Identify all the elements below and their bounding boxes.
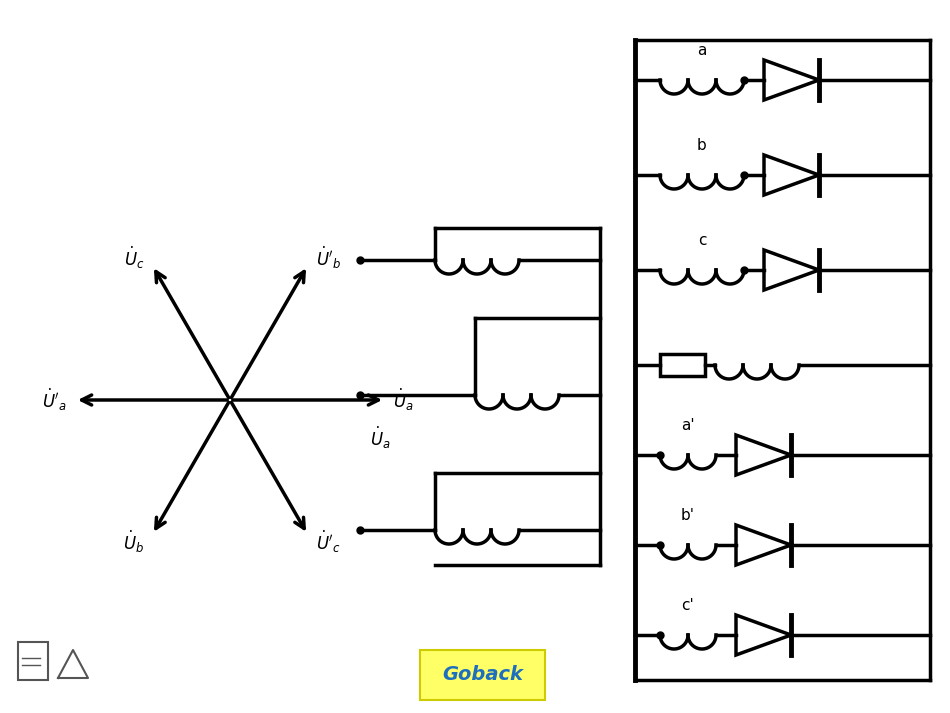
Text: b: b: [697, 138, 707, 153]
Text: a: a: [697, 43, 707, 58]
Text: c: c: [697, 233, 706, 248]
Text: $\dot{U}_a$: $\dot{U}_a$: [370, 425, 390, 451]
Bar: [18, 642, 48, 680]
Bar: [420, 650, 545, 700]
Text: b': b': [681, 508, 695, 523]
Text: a': a': [681, 418, 694, 433]
Text: c': c': [682, 598, 694, 613]
Text: $\dot{U}'_c$: $\dot{U}'_c$: [315, 529, 340, 555]
Text: $\dot{U}'_a$: $\dot{U}'_a$: [43, 387, 67, 413]
Text: $\dot{U}_a$: $\dot{U}_a$: [393, 387, 413, 413]
Text: $\dot{U}'_b$: $\dot{U}'_b$: [315, 245, 340, 271]
Text: $\dot{U}_c$: $\dot{U}_c$: [124, 245, 144, 271]
Text: $\dot{U}_b$: $\dot{U}_b$: [124, 529, 144, 555]
Bar: [660, 354, 705, 376]
Text: Goback: Goback: [442, 665, 523, 684]
